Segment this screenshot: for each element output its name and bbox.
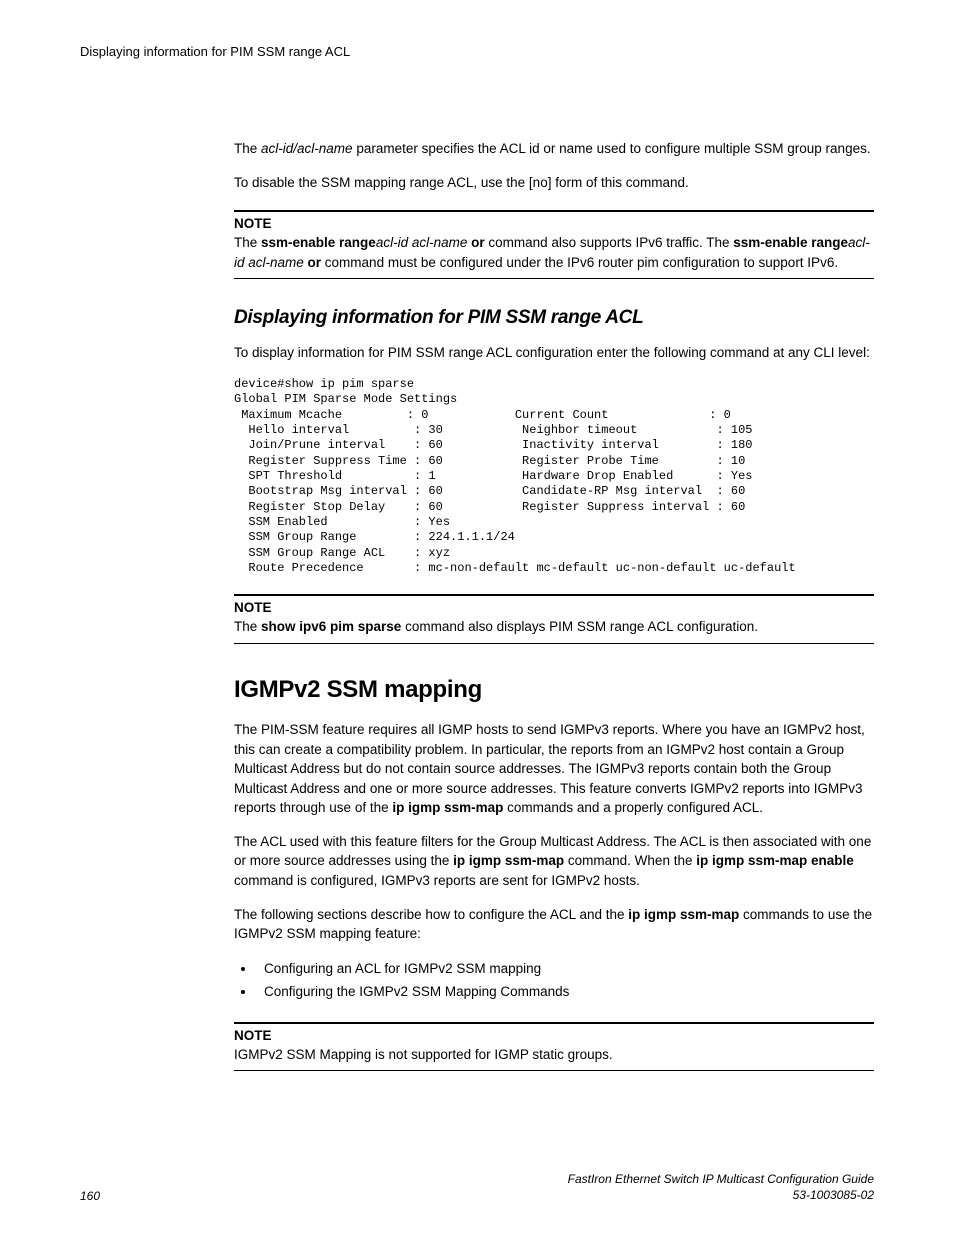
note-static-groups: NOTE IGMPv2 SSM Mapping is not supported… — [234, 1022, 874, 1072]
doc-number: 53-1003085-02 — [793, 1188, 874, 1202]
doc-title-line1: FastIron Ethernet Switch IP Multicast Co… — [568, 1172, 874, 1186]
note-ipv6-sparse: NOTE The show ipv6 pim sparse command al… — [234, 594, 874, 644]
paragraph-pim-ssm: The PIM-SSM feature requires all IGMP ho… — [234, 720, 874, 818]
cmd: ip igmp ssm-map — [453, 853, 564, 868]
text: The — [234, 619, 261, 634]
cmd: ssm-enable range — [261, 235, 376, 250]
text: The following sections describe how to c… — [234, 907, 628, 922]
igmpv2-block: The PIM-SSM feature requires all IGMP ho… — [234, 720, 874, 944]
kw-or: or — [308, 255, 322, 270]
section-list: Configuring an ACL for IGMPv2 SSM mappin… — [234, 958, 874, 1004]
note-body: The ssm-enable rangeacl-id acl-name or c… — [234, 233, 874, 272]
note-label: NOTE — [234, 600, 874, 615]
param: acl-id acl-name — [376, 235, 468, 250]
note-rule-top — [234, 1022, 874, 1024]
text: command. When the — [564, 853, 696, 868]
note-ipv6: NOTE The ssm-enable rangeacl-id acl-name… — [234, 210, 874, 279]
cmd: ip igmp ssm-map — [392, 800, 503, 815]
text: commands and a properly configured ACL. — [503, 800, 763, 815]
text: The — [234, 235, 261, 250]
heading-igmpv2: IGMPv2 SSM mapping — [234, 676, 874, 704]
text: command is configured, IGMPv3 reports ar… — [234, 873, 640, 888]
text: command must be configured under the IPv… — [321, 255, 838, 270]
running-head: Displaying information for PIM SSM range… — [80, 44, 874, 59]
text: parameter specifies the ACL id or name u… — [353, 141, 871, 156]
heading-display-info: Displaying information for PIM SSM range… — [234, 307, 874, 329]
note-body: The show ipv6 pim sparse command also di… — [234, 617, 874, 637]
note-rule-bottom — [234, 1070, 874, 1071]
text: The — [234, 141, 261, 156]
paragraph-acl-param: The acl-id/acl-name parameter specifies … — [234, 139, 874, 159]
cmd: ssm-enable range — [733, 235, 848, 250]
cmd: show ipv6 pim sparse — [261, 619, 401, 634]
cmd: ip igmp ssm-map enable — [696, 853, 854, 868]
note-label: NOTE — [234, 216, 874, 231]
text: command also supports IPv6 traffic. The — [485, 235, 734, 250]
page-footer: 160 FastIron Ethernet Switch IP Multicas… — [80, 1171, 874, 1203]
note-rule-top — [234, 210, 874, 212]
note-rule-bottom — [234, 278, 874, 279]
paragraph-disable: To disable the SSM mapping range ACL, us… — [234, 173, 874, 193]
list-item: Configuring an ACL for IGMPv2 SSM mappin… — [256, 958, 874, 981]
paragraph-acl-filter: The ACL used with this feature filters f… — [234, 832, 874, 891]
cmd: ip igmp ssm-map — [628, 907, 739, 922]
param-acl-id: acl-id/acl-name — [261, 141, 353, 156]
paragraph-display: To display information for PIM SSM range… — [234, 343, 874, 363]
page-number: 160 — [80, 1189, 100, 1203]
note-label: NOTE — [234, 1028, 874, 1043]
paragraph-sections: The following sections describe how to c… — [234, 905, 874, 944]
display-info-block: To display information for PIM SSM range… — [234, 343, 874, 363]
note-rule-bottom — [234, 643, 874, 644]
intro-block: The acl-id/acl-name parameter specifies … — [234, 139, 874, 192]
doc-title: FastIron Ethernet Switch IP Multicast Co… — [568, 1171, 874, 1203]
list-item: Configuring the IGMPv2 SSM Mapping Comma… — [256, 981, 874, 1004]
note-rule-top — [234, 594, 874, 596]
page: Displaying information for PIM SSM range… — [0, 0, 954, 1235]
cli-output: device#show ip pim sparse Global PIM Spa… — [234, 377, 874, 577]
kw-or: or — [471, 235, 485, 250]
note-body: IGMPv2 SSM Mapping is not supported for … — [234, 1045, 874, 1065]
text: command also displays PIM SSM range ACL … — [401, 619, 758, 634]
